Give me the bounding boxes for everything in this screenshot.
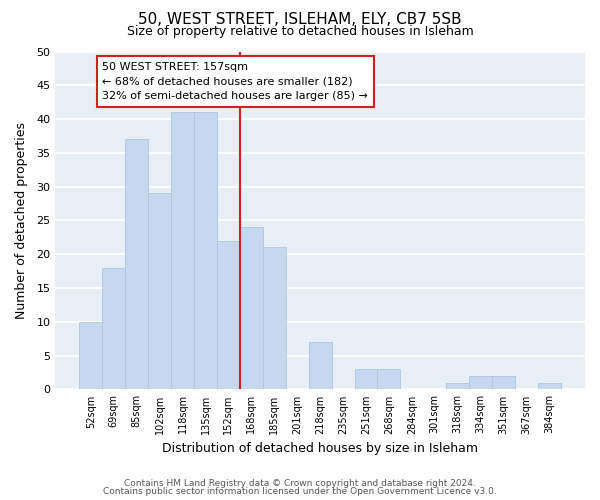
Bar [492, 376, 515, 390]
Bar [355, 369, 377, 390]
Text: 50 WEST STREET: 157sqm
← 68% of detached houses are smaller (182)
32% of semi-de: 50 WEST STREET: 157sqm ← 68% of detached… [103, 62, 368, 101]
Bar [125, 140, 148, 390]
Bar [446, 382, 469, 390]
Bar [148, 194, 171, 390]
Text: 50, WEST STREET, ISLEHAM, ELY, CB7 5SB: 50, WEST STREET, ISLEHAM, ELY, CB7 5SB [138, 12, 462, 28]
Bar [538, 382, 561, 390]
Text: Contains public sector information licensed under the Open Government Licence v3: Contains public sector information licen… [103, 487, 497, 496]
Y-axis label: Number of detached properties: Number of detached properties [15, 122, 28, 319]
Bar [194, 112, 217, 390]
Bar [103, 268, 125, 390]
Bar [377, 369, 400, 390]
Bar [263, 248, 286, 390]
X-axis label: Distribution of detached houses by size in Isleham: Distribution of detached houses by size … [162, 442, 478, 455]
Bar [171, 112, 194, 390]
Bar [79, 322, 103, 390]
Bar [469, 376, 492, 390]
Text: Size of property relative to detached houses in Isleham: Size of property relative to detached ho… [127, 25, 473, 38]
Bar [308, 342, 332, 390]
Bar [240, 227, 263, 390]
Bar [217, 240, 240, 390]
Text: Contains HM Land Registry data © Crown copyright and database right 2024.: Contains HM Land Registry data © Crown c… [124, 478, 476, 488]
